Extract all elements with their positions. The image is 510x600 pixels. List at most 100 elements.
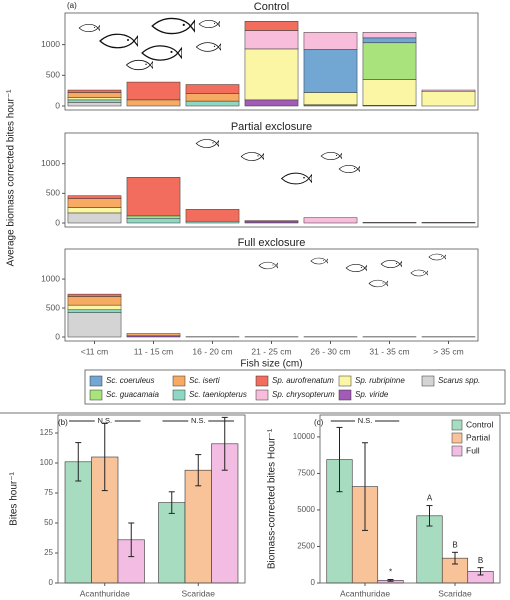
bar-segment xyxy=(244,30,299,50)
fish-icon xyxy=(428,253,446,261)
y-tick-label: 10000 xyxy=(293,432,316,441)
bar-segment xyxy=(244,99,299,107)
fish-icon xyxy=(310,257,328,265)
legend-swatch xyxy=(451,432,463,444)
panel-frame xyxy=(64,132,479,228)
y-tick-label: 25 xyxy=(44,548,53,557)
bar-segment xyxy=(244,48,299,101)
x-tick-label: Scaridae xyxy=(438,588,472,598)
bar-segment xyxy=(67,92,122,98)
bar-segment xyxy=(67,198,122,208)
bar-segment xyxy=(185,209,240,222)
plot-frame xyxy=(319,414,501,584)
legend-label: Control xyxy=(466,419,494,429)
bar-segment xyxy=(126,218,181,224)
bar-segment xyxy=(185,93,240,102)
bar-segment xyxy=(421,91,476,107)
y-tick-label: 0 xyxy=(55,100,60,110)
y-tick-label: 75 xyxy=(44,488,53,497)
bar xyxy=(117,539,145,584)
bar xyxy=(184,469,212,584)
bar-segment xyxy=(185,84,240,94)
legend-label: Sc. coeruleus xyxy=(106,376,154,385)
annotation: N.S. xyxy=(358,416,373,425)
fish-icon xyxy=(78,23,100,33)
fish-icon xyxy=(240,152,264,161)
fish-icon xyxy=(380,259,402,269)
bar-segment xyxy=(67,309,122,313)
x-tick-label: 21 - 25 cm xyxy=(251,346,291,356)
fish-icon xyxy=(345,263,367,273)
fish-icon xyxy=(141,45,182,61)
legend-label: Sc. taeniopterus xyxy=(189,390,247,399)
y-tick-label: 1000 xyxy=(41,39,60,49)
bar-segment xyxy=(303,32,358,50)
legend-label: Scarus spp. xyxy=(438,376,480,385)
fish-icon xyxy=(258,261,278,270)
bar-segment xyxy=(185,100,240,107)
bar-segment xyxy=(67,102,122,107)
bar-segment xyxy=(126,333,181,337)
legend-label: Sc. iserti xyxy=(189,376,220,385)
fish-icon xyxy=(320,151,342,161)
y-tick-label: 0 xyxy=(311,578,316,587)
legend-swatch xyxy=(255,389,269,401)
fish-icon xyxy=(195,42,221,52)
y-tick-label: 7500 xyxy=(297,469,315,478)
bar-segment xyxy=(362,42,417,80)
y-tick-label: 500 xyxy=(46,188,60,198)
fish-icon xyxy=(338,164,360,174)
bar-segment xyxy=(67,89,122,93)
bar-segment xyxy=(303,92,358,106)
y-tick-label: 0 xyxy=(49,578,54,587)
legend-swatch xyxy=(89,389,103,401)
annotation: N.S. xyxy=(97,416,112,425)
panel-label: (a) xyxy=(67,1,77,10)
legend-label: Sp. aurofrenatum xyxy=(272,376,334,385)
bar-segment xyxy=(303,49,358,93)
bar-segment xyxy=(126,177,181,217)
legend-swatch xyxy=(172,389,186,401)
legend-label: Partial xyxy=(466,432,490,442)
panel-label: (c) xyxy=(314,418,324,427)
facet-title: Full exclosure xyxy=(238,237,306,249)
x-tick-label: 11 - 15 cm xyxy=(134,346,174,356)
legend-label: Sp. viride xyxy=(355,390,389,399)
bar-segment xyxy=(67,296,122,306)
fish-icon xyxy=(195,139,219,148)
annotation: B xyxy=(478,556,483,565)
x-tick-label: 16 - 20 cm xyxy=(192,346,232,356)
fish-icon xyxy=(198,19,220,29)
y-tick-label: 0 xyxy=(55,217,60,227)
panel-label: (b) xyxy=(58,418,68,427)
plot-frame xyxy=(57,414,246,584)
x-tick-label: Acanthuridae xyxy=(340,588,390,598)
bar-segment xyxy=(244,220,299,223)
bar-segment xyxy=(362,32,417,39)
bar-segment xyxy=(67,293,122,297)
fish-icon xyxy=(281,172,312,185)
facet-title: Partial exclosure xyxy=(231,121,312,133)
x-tick-label: Acanthuridae xyxy=(80,588,130,598)
annotation: * xyxy=(389,568,392,577)
legend-label: Sp. rubripinne xyxy=(355,376,405,385)
legend-swatch xyxy=(338,389,352,401)
y-tick-label: 5000 xyxy=(297,505,315,514)
bar xyxy=(416,515,443,584)
bar-segment xyxy=(67,207,122,214)
bar-segment xyxy=(362,37,417,44)
fish-icon xyxy=(410,269,428,277)
legend-swatch xyxy=(255,375,269,387)
legend-label: Sc. guacamaia xyxy=(106,390,159,399)
x-tick-label: 26 - 30 cm xyxy=(310,346,350,356)
bar-segment xyxy=(303,217,358,224)
bar-segment xyxy=(126,99,181,107)
fish-icon xyxy=(368,279,388,288)
x-tick-label: 31 - 35 cm xyxy=(369,346,409,356)
annotation: N.S. xyxy=(191,416,206,425)
legend-swatch xyxy=(451,445,463,457)
x-tick-label: > 35 cm xyxy=(433,346,463,356)
bar-segment xyxy=(362,79,417,106)
